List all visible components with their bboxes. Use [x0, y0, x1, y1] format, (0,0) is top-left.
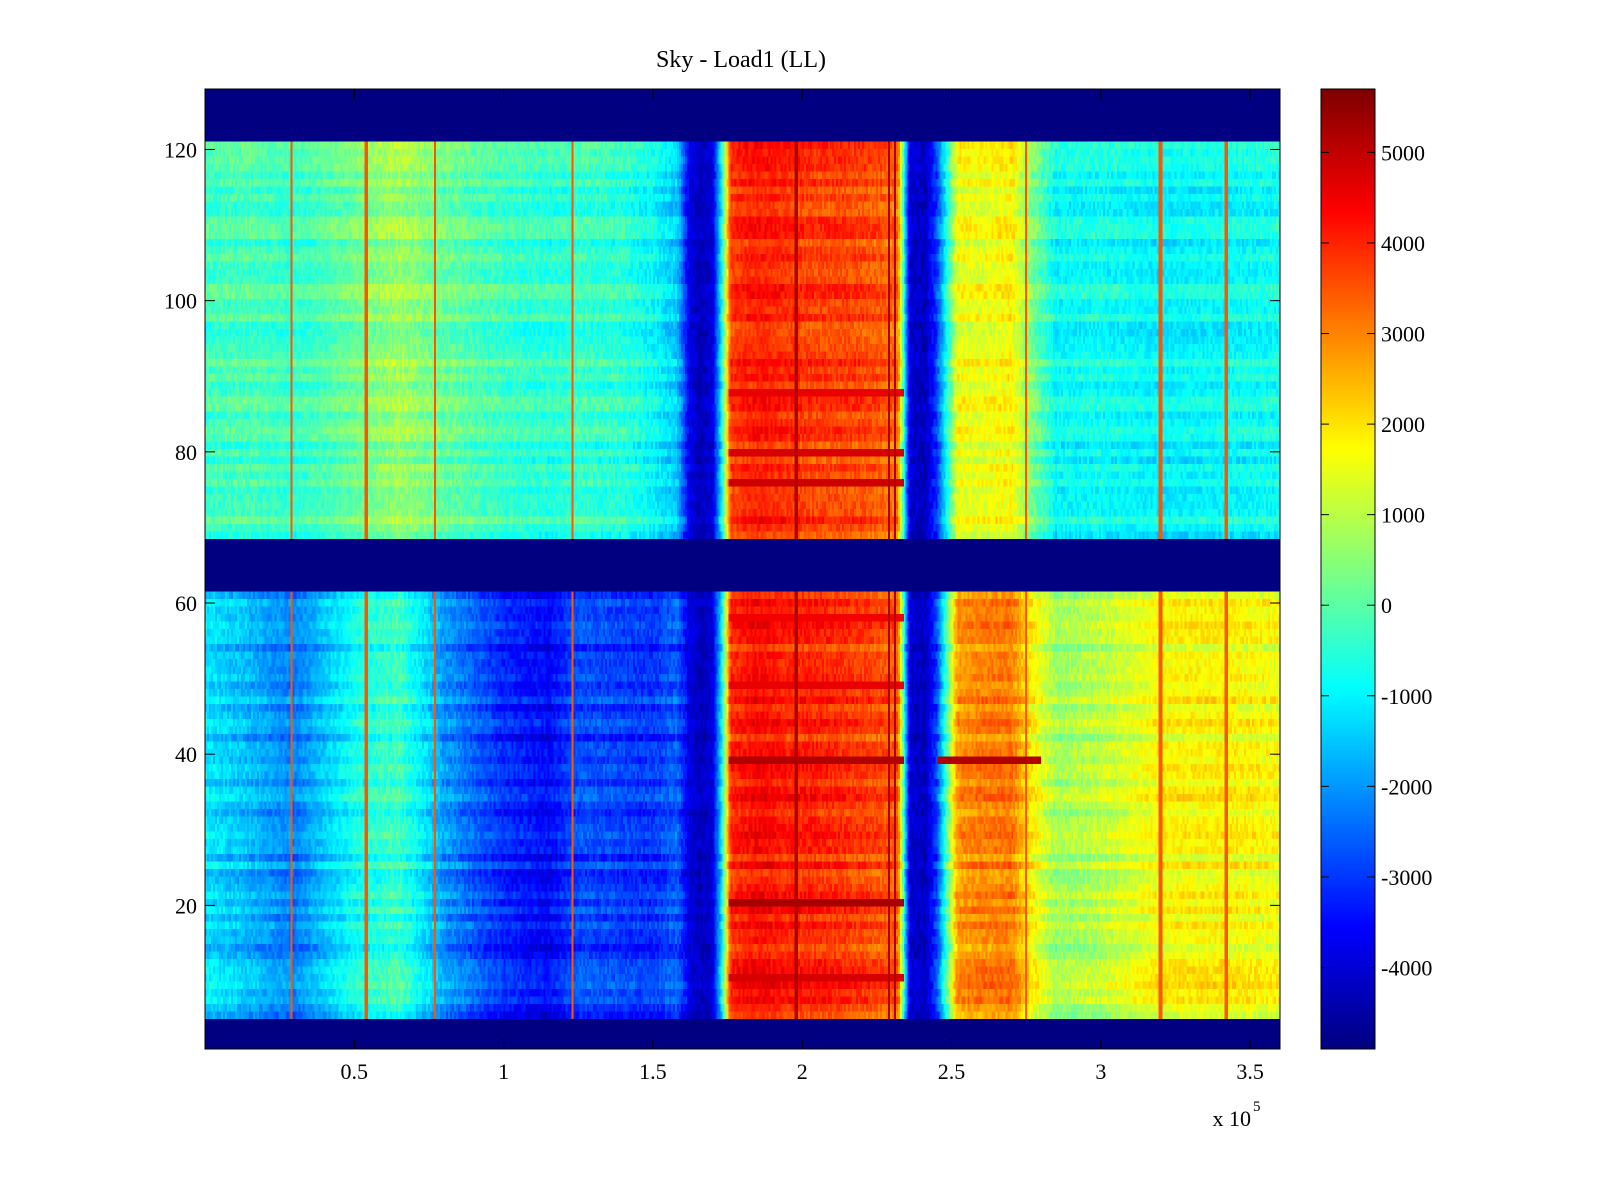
y-axis: 20 40 60 80 100 120	[164, 137, 1280, 918]
colorbar-tick-label: 4000	[1381, 231, 1425, 256]
y-tick-label: 100	[164, 289, 197, 314]
colorbar-tick-label: -1000	[1381, 684, 1432, 709]
x-tick-label: 0.5	[341, 1059, 369, 1084]
plot-frame	[204, 88, 1281, 1050]
colorbar-tick-label: 0	[1381, 593, 1392, 618]
x-tick-label: 1.5	[639, 1059, 667, 1084]
colorbar	[1321, 89, 1375, 1049]
colorbar-tick-label: 3000	[1381, 322, 1425, 347]
colorbar-frame	[1320, 88, 1376, 1050]
y-tick-label: 80	[175, 440, 197, 465]
colorbar-tick-label: 5000	[1381, 140, 1425, 165]
x-tick-label: 2.5	[938, 1059, 966, 1084]
y-tick-label: 40	[175, 742, 197, 767]
heatmap-image	[205, 89, 1280, 1049]
colorbar-tick-label: -4000	[1381, 955, 1432, 980]
colorbar-tick-label: 1000	[1381, 503, 1425, 528]
x-tick-label: 2	[797, 1059, 808, 1084]
x-exponent-label: x 10	[1213, 1106, 1252, 1131]
y-tick-label: 120	[164, 137, 197, 162]
colorbar-tick-label: -2000	[1381, 774, 1432, 799]
x-tick-label: 1	[498, 1059, 509, 1084]
x-exponent-power: 5	[1253, 1099, 1261, 1115]
colorbar-tick-label: -3000	[1381, 865, 1432, 890]
y-tick-label: 60	[175, 591, 197, 616]
x-tick-label: 3	[1095, 1059, 1106, 1084]
colorbar-tick-label: 2000	[1381, 412, 1425, 437]
x-tick-label: 3.5	[1236, 1059, 1264, 1084]
colorbar-axis: -4000 -3000 -2000 -1000 0 1000 2000 3000 4000 500…	[1321, 140, 1432, 980]
x-axis: 0.5 1 1.5 2 2.5 3 3.5	[341, 89, 1264, 1084]
y-tick-label: 20	[175, 893, 197, 918]
chart-title: Sky - Load1 (LL)	[656, 47, 826, 73]
